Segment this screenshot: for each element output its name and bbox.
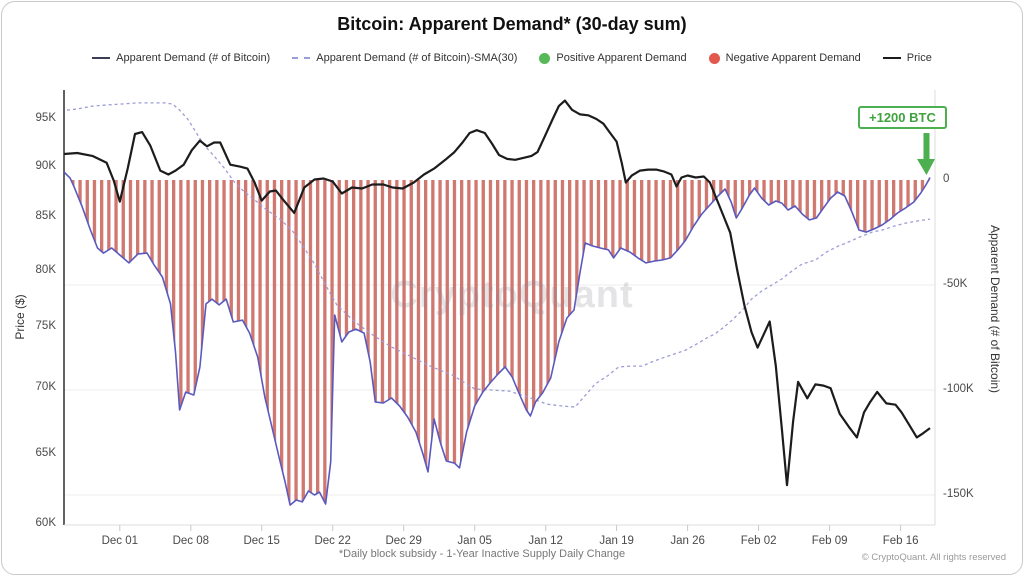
date-tick-label: Jan 19 [599,535,634,547]
date-tick-label: Jan 05 [457,535,492,547]
dot-icon [708,52,720,64]
legend-item-1[interactable]: Apparent Demand (# of Bitcoin)-SMA(30) [292,52,517,64]
chart-title: Bitcoin: Apparent Demand* (30-day sum) [337,14,687,34]
copyright: © CryptoQuant. All rights reserved [861,552,1006,563]
date-tick-label: Dec 08 [172,535,210,547]
date-tick-label: Feb 16 [882,535,919,547]
price-tick-label: 80K [35,263,56,276]
demand-tick-label: -150K [943,488,974,500]
legend-label: Price [906,52,932,64]
price-tick-label: 65K [35,446,56,459]
demand-tick-label: -100K [943,383,974,395]
y-axis-title-demand: Apparent Demand (# of Bitcoin) [988,224,1002,394]
price-tick-label: 75K [35,320,56,333]
date-tick-label: Dec 29 [385,535,422,547]
date-tick-label: Feb 09 [811,535,848,547]
price-tick-label: 90K [35,159,56,172]
price-tick-label: 85K [35,210,56,222]
legend-item-2[interactable]: Positive Apparent Demand [539,52,687,64]
date-tick-label: Feb 02 [740,535,777,547]
line-swatch-icon [292,57,311,59]
dot-icon [539,52,551,64]
annotation-arrow [917,133,935,175]
annotation-label: +1200 BTC [858,106,947,129]
demand-tick-label: 0 [943,173,950,185]
legend-label: Negative Apparent Demand [725,52,861,64]
line-swatch-icon [882,57,901,59]
legend: Apparent Demand (# of Bitcoin) Apparent D… [2,52,1022,64]
legend-label: Positive Apparent Demand [556,52,687,64]
legend-item-4[interactable]: Price [882,52,932,64]
negative-demand-bars [64,180,930,506]
legend-item-3[interactable]: Negative Apparent Demand [708,52,861,64]
date-tick-label: Dec 22 [314,535,351,547]
line-swatch-icon [92,57,111,59]
price-line [63,99,931,487]
demand-line [63,171,931,506]
legend-label: Apparent Demand (# of Bitcoin) [116,52,271,64]
price-tick-label: 70K [35,381,56,394]
legend-item-0[interactable]: Apparent Demand (# of Bitcoin) [92,52,270,64]
demand-tick-label: -50K [943,278,968,290]
footnote: *Daily block subsidy - 1-Year Inactive S… [338,548,626,560]
date-tick-label: Dec 15 [243,535,280,547]
y-axis-title-price: Price ($) [13,294,27,340]
price-tick-label: 60K [35,517,56,529]
date-tick-label: Jan 26 [670,535,705,547]
price-tick-label: 95K [35,112,56,124]
legend-label: Apparent Demand (# of Bitcoin)-SMA(30) [316,52,518,64]
date-tick-label: Dec 01 [101,535,139,547]
date-tick-label: Jan 12 [528,535,563,547]
